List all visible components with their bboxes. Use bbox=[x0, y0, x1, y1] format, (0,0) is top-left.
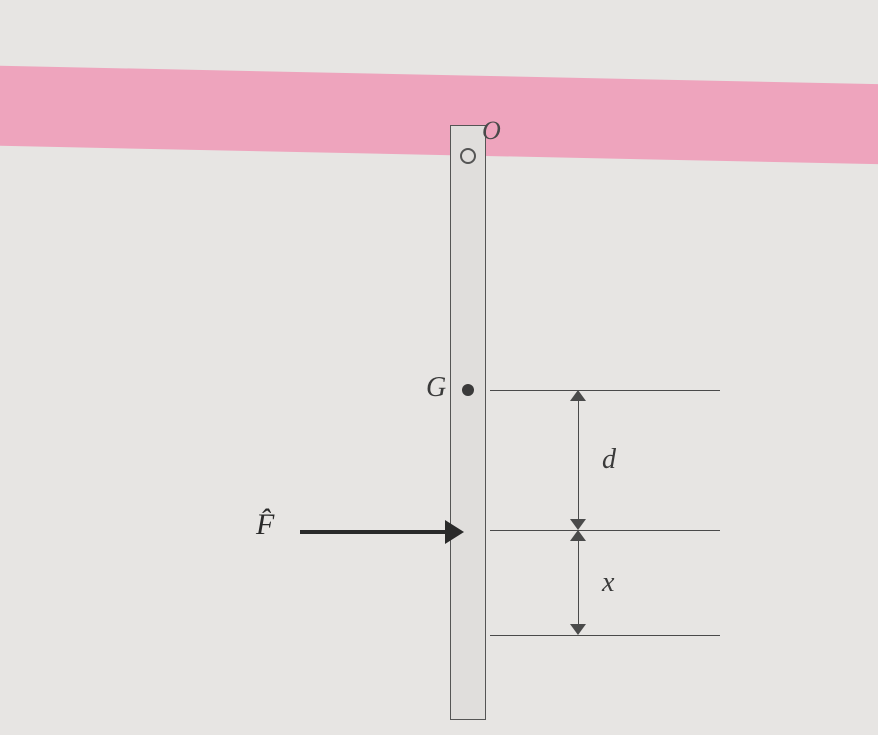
dimension-arrow bbox=[570, 519, 586, 530]
dimension-arrow bbox=[570, 530, 586, 541]
centroid-dot bbox=[462, 384, 474, 396]
dimension-line-x bbox=[578, 538, 579, 627]
dimension-marker-g bbox=[490, 390, 720, 391]
dimension-marker-f bbox=[490, 530, 720, 531]
pivot-ring bbox=[460, 148, 476, 164]
dimension-label-d: d bbox=[602, 444, 616, 476]
centroid-label: G bbox=[426, 372, 446, 404]
dimension-arrow bbox=[570, 624, 586, 635]
dimension-label-x: x bbox=[602, 567, 614, 599]
pivot-label: O bbox=[482, 116, 501, 146]
force-arrow-head bbox=[445, 520, 464, 544]
dimension-arrow bbox=[570, 390, 586, 401]
dimension-line-d bbox=[578, 398, 579, 522]
force-label: F̂ bbox=[256, 508, 274, 542]
pendulum-rod bbox=[450, 125, 486, 720]
dimension-marker-end bbox=[490, 635, 720, 636]
force-arrow-shaft bbox=[300, 530, 445, 534]
